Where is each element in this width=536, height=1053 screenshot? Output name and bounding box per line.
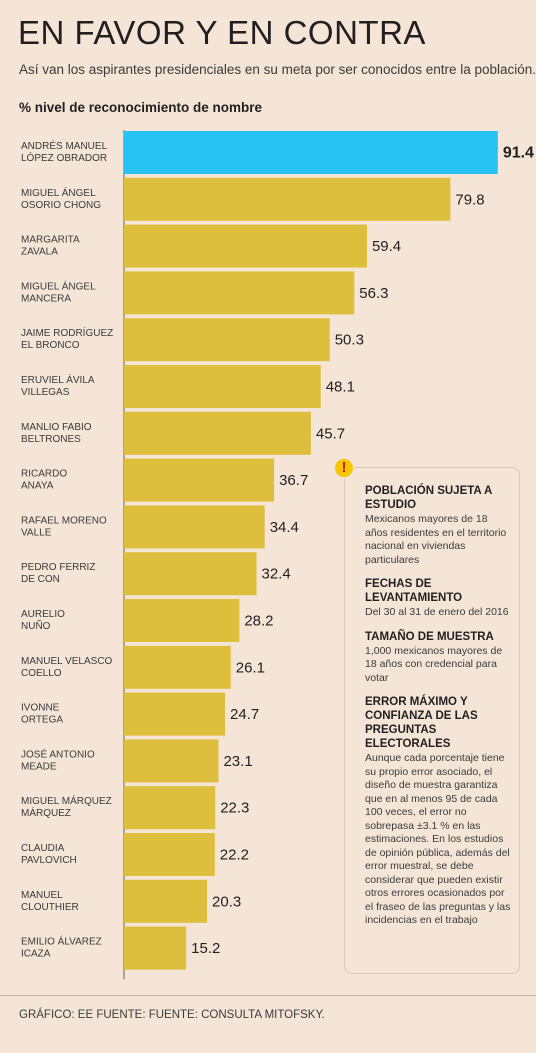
category-label: LÓPEZ OBRADOR (21, 151, 107, 164)
data-label: 22.3 (220, 800, 249, 817)
note-heading: ERROR MÁXIMO Y CONFIANZA DE LAS PREGUNTA… (365, 696, 478, 750)
footer-divider (0, 995, 536, 996)
data-label: 20.3 (212, 893, 241, 910)
bar (124, 599, 240, 642)
category-label: AURELIO (21, 609, 65, 620)
data-label: 50.3 (335, 332, 364, 349)
category-label: JOSÉ ANTONIO (21, 747, 95, 760)
bar (124, 879, 208, 923)
category-label: BELTRONES (21, 434, 81, 445)
category-label: MANUEL (21, 890, 63, 901)
data-label: 23.1 (223, 753, 252, 770)
data-label: 45.7 (316, 425, 345, 442)
category-label: CLAUDIA (21, 843, 65, 854)
bar (124, 645, 231, 689)
bar (124, 786, 216, 830)
category-label: RICARDO (21, 469, 67, 480)
category-label: IVONNE (21, 703, 60, 714)
category-label: RAFAEL MORENO (21, 515, 107, 526)
note-body: Aunque cada porcentaje tiene su propio e… (365, 752, 511, 926)
data-label: 36.7 (279, 472, 308, 489)
category-label: MANUEL VELASCO (21, 656, 113, 667)
category-label: ZAVALA (21, 247, 58, 258)
bar (124, 926, 187, 970)
category-label: COELLO (21, 668, 62, 679)
data-label: 26.1 (236, 659, 265, 676)
category-label: OSORIO CHONG (21, 200, 101, 211)
bar (124, 271, 355, 315)
bar (124, 224, 367, 268)
category-label: EL BRONCO (21, 340, 80, 351)
data-label: 91.4 (503, 145, 534, 162)
category-label: NUÑO (21, 619, 51, 632)
bar (124, 505, 265, 549)
bar (124, 552, 257, 596)
data-label: 22.2 (220, 847, 249, 864)
category-label: CLOUTHIER (21, 902, 79, 913)
methodology-notes: POBLACIÓN SUJETA A ESTUDIO Mexicanos may… (365, 484, 513, 938)
source-credit: GRÁFICO: EE FUENTE: FUENTE: CONSULTA MIT… (19, 1009, 325, 1021)
bar (124, 411, 311, 455)
bar (124, 318, 330, 362)
category-label: MANLIO FABIO (21, 422, 92, 433)
data-label: 79.8 (455, 191, 484, 208)
category-label: MIGUEL ÁNGEL (21, 186, 96, 199)
data-label: 48.1 (326, 379, 355, 396)
category-label: ERUVIEL ÁVILA (21, 373, 95, 386)
data-label: 59.4 (372, 238, 401, 255)
category-label: DE CON (21, 574, 60, 585)
category-label: MARGARITA (21, 235, 80, 246)
category-label: VALLE (21, 527, 52, 538)
note-heading: POBLACIÓN SUJETA A ESTUDIO (365, 485, 492, 511)
category-label: VILLEGAS (21, 387, 70, 398)
note-body: Del 30 al 31 de enero del 2016 (365, 606, 509, 618)
category-label: ORTEGA (21, 715, 63, 726)
note-body: 1,000 mexicanos mayores de 18 años con c… (365, 644, 503, 684)
note-body: Mexicanos mayores de 18 años residentes … (365, 513, 507, 566)
note-heading: FECHAS DE LEVANTAMIENTO (365, 578, 463, 604)
data-label: 24.7 (230, 706, 259, 723)
category-label: ANAYA (21, 481, 54, 492)
bar (124, 692, 226, 736)
category-label: MIGUEL MÁRQUEZ (21, 794, 112, 807)
category-label: JAIME RODRÍGUEZ (21, 326, 113, 339)
note-heading: TAMAÑO DE MUESTRA (365, 630, 494, 643)
bar (124, 177, 451, 221)
category-label: MANCERA (21, 293, 71, 304)
chart-subtitle: Así van los aspirantes presidenciales en… (19, 62, 536, 77)
bar (124, 833, 215, 876)
bar (124, 365, 321, 408)
category-label: EMILIO ÁLVAREZ (21, 935, 102, 948)
methodology-box (344, 467, 520, 974)
bar (124, 739, 219, 783)
warning-icon: ! (333, 457, 355, 479)
category-label: ICAZA (21, 949, 51, 960)
chart-axis-label: % nivel de reconocimiento de nombre (19, 100, 263, 115)
category-label: ANDRÉS MANUEL (21, 139, 108, 152)
category-label: PAVLOVICH (21, 855, 77, 866)
category-label: MÁRQUEZ (21, 806, 71, 819)
category-label: PEDRO FERRIZ (21, 562, 95, 573)
data-label: 34.4 (270, 519, 299, 536)
chart-title: EN FAVOR Y EN CONTRA (18, 14, 426, 51)
bar (124, 458, 275, 502)
data-label: 28.2 (244, 613, 273, 630)
bar (124, 131, 498, 174)
data-label: 15.2 (191, 940, 220, 957)
data-label: 32.4 (262, 566, 291, 583)
category-label: MIGUEL ÁNGEL (21, 279, 96, 292)
category-label: MEADE (21, 761, 57, 772)
data-label: 56.3 (359, 285, 388, 302)
